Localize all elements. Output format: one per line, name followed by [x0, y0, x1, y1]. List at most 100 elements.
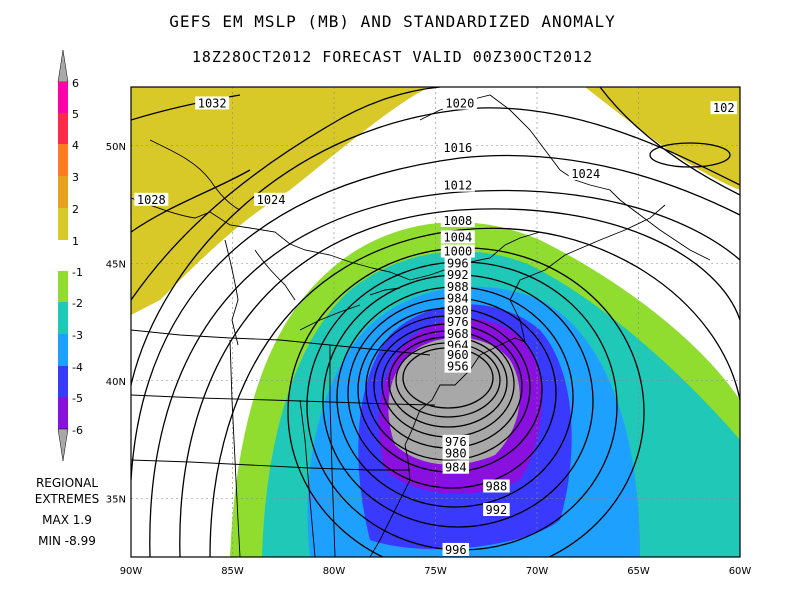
colorbar-label-m6: -6: [72, 424, 83, 437]
isobar-label: 984: [444, 291, 472, 306]
svg-text:102: 102: [713, 101, 735, 115]
isobar-label: 1004: [440, 230, 475, 244]
map-subtitle: 18Z28OCT2012 FORECAST VALID 00Z30OCT2012: [191, 48, 594, 66]
svg-text:980: 980: [445, 447, 467, 461]
latitude-tick-label: 50N: [106, 142, 126, 153]
colorbar-label-1: 1: [72, 235, 79, 248]
colorbar-bin-3-4: [58, 144, 68, 176]
isobar-1012: [149, 189, 740, 557]
svg-text:1024: 1024: [257, 193, 286, 207]
svg-text:960: 960: [447, 348, 469, 362]
svg-text:996: 996: [445, 543, 467, 557]
regional-extremes-heading-2: EXTREMES: [34, 492, 100, 506]
svg-text:1000: 1000: [443, 245, 472, 259]
isobar-label: 1032: [195, 96, 230, 110]
isobar-label: 980: [444, 303, 472, 317]
state-line-6: [299, 399, 316, 557]
svg-text:976: 976: [447, 315, 469, 329]
colorbar-bin-4-5: [58, 113, 68, 144]
isobar-label: 956: [444, 359, 472, 374]
isobar-label: 1008: [440, 213, 475, 228]
isobar-1028: [131, 169, 251, 233]
svg-text:984: 984: [447, 292, 469, 306]
svg-text:988: 988: [486, 480, 508, 494]
isobar-label: 960: [444, 347, 472, 362]
colorbar-bin-m1-m2: [58, 271, 68, 302]
colorbar-label-m4: -4: [72, 361, 83, 374]
isobar-1024-east: [599, 87, 740, 196]
longitude-tick-labels: 90W 85W 80W 75W 70W 65W 60W: [120, 566, 752, 577]
isobar-1008: [179, 208, 740, 557]
isobar-1024-west: [131, 87, 441, 301]
colorbar-bin-m5-m6: [58, 397, 68, 429]
colorbar-bin-m4-m5: [58, 366, 68, 397]
new-england-coast: [479, 204, 666, 356]
isobar-label: 996: [442, 542, 470, 557]
svg-text:988: 988: [447, 280, 469, 294]
lake-michigan: [224, 239, 239, 346]
colorbar-upper-extend-triangle: [57, 49, 69, 83]
colorbar-label-m2: -2: [72, 297, 83, 310]
svg-text:1028: 1028: [137, 193, 166, 207]
colorbar-label-m5: -5: [72, 392, 83, 405]
anomaly-colorbar: [57, 49, 69, 462]
regional-max: MAX 1.9: [42, 513, 92, 527]
latitude-tick-labels: 50N 45N 40N 35N: [106, 142, 126, 506]
isobar-label: 1020: [442, 96, 477, 110]
state-line-3: [131, 459, 410, 471]
svg-text:956: 956: [447, 360, 469, 374]
isobar-label: 976: [444, 315, 472, 329]
east-coast: [369, 354, 481, 557]
state-line-5: [329, 345, 336, 557]
svg-text:976: 976: [445, 435, 467, 449]
colorbar-label-6: 6: [72, 77, 79, 90]
regional-extremes-heading-1: REGIONAL: [35, 476, 99, 490]
colorbar-label-2: 2: [72, 203, 79, 216]
latitude-tick-label: 40N: [106, 377, 126, 388]
isobar-label: 992: [444, 268, 472, 282]
longitude-tick-label: 80W: [323, 566, 346, 577]
svg-text:1032: 1032: [198, 96, 227, 110]
svg-text:996: 996: [447, 256, 469, 270]
regional-min: MIN -8.99: [38, 534, 96, 548]
isobar-label: 1028: [134, 192, 169, 207]
isobar-1028-east: [649, 142, 731, 168]
colorbar-label-m3: -3: [72, 329, 83, 342]
colorbar-bin-m2-m3: [58, 302, 68, 334]
maine-border: [409, 231, 541, 281]
colorbar-label-5: 5: [72, 108, 79, 121]
longitude-tick-label: 75W: [424, 566, 447, 577]
svg-text:1004: 1004: [443, 230, 472, 244]
isobar-1016: [131, 154, 740, 481]
svg-text:1016: 1016: [443, 141, 472, 155]
longitude-tick-label: 60W: [729, 566, 752, 577]
longitude-tick-label: 70W: [526, 566, 549, 577]
isobar-1032: [131, 94, 241, 121]
longitude-tick-label: 90W: [120, 566, 143, 577]
isobar-label: 992: [483, 503, 510, 517]
nova-scotia-coast: [559, 169, 711, 261]
svg-text:992: 992: [486, 503, 508, 517]
lake-erie: [299, 304, 361, 331]
isobar-label: 1000: [440, 244, 475, 259]
isobar-label: 980: [442, 446, 470, 461]
colorbar-bin-1-2: [58, 208, 68, 240]
isobar-label: 984: [442, 460, 470, 475]
lake-huron: [254, 249, 296, 301]
isobar-label: 968: [444, 326, 472, 341]
svg-text:980: 980: [447, 303, 469, 317]
colorbar-label-m1: -1: [72, 266, 83, 279]
isobar-label: 102: [710, 101, 738, 115]
isobar-label: 988: [444, 279, 472, 294]
positive-anomaly-northwest: [131, 87, 430, 315]
map-title: GEFS EM MSLP (MB) AND STANDARDIZED ANOMA…: [169, 12, 616, 31]
isobar-label: 976: [442, 434, 470, 449]
colorbar-bin-2-3: [58, 176, 68, 208]
isobar-label: 1024: [568, 166, 603, 181]
svg-text:1024: 1024: [571, 167, 600, 181]
isobar-label: 1016: [440, 141, 475, 155]
colorbar-bin-neutral: [58, 240, 68, 271]
isobar-label: 996: [444, 256, 472, 270]
longitude-tick-label: 85W: [221, 566, 244, 577]
